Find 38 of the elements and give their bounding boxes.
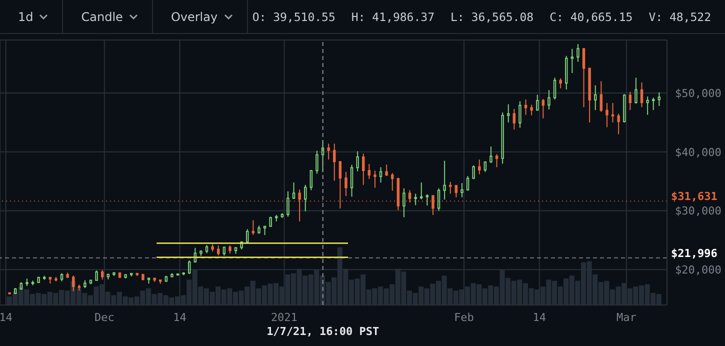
text: Overlay [170, 10, 218, 24]
candlestick [374, 170, 376, 188]
candlestick [606, 102, 608, 128]
candlestick [594, 84, 597, 111]
ref-line-label: $31,631 [671, 190, 718, 204]
ref-line-label: 1/7/21, 16:00 PST [266, 325, 380, 338]
text: Candle [81, 10, 123, 24]
x-tick-label: Mar [616, 310, 637, 324]
y-tick-label: $30,000 [675, 204, 722, 218]
y-tick-label: $40,000 [675, 146, 722, 159]
candlestick [570, 48, 574, 74]
candlestick [507, 104, 510, 123]
candlestick [443, 160, 446, 200]
candlestick [333, 143, 336, 182]
candlestick [548, 90, 550, 110]
candlestick [344, 171, 348, 197]
x-tick-label: 14 [532, 310, 546, 324]
ref-line-label: $21,996 [671, 246, 718, 260]
x-tick-label: 2021 [270, 310, 298, 324]
text: O: 39,510.55 [252, 10, 336, 24]
candlestick [646, 96, 649, 116]
y-tick-label: $50,000 [675, 86, 722, 100]
text: 1d [18, 10, 34, 24]
candlestick [478, 159, 481, 175]
candlestick [524, 98, 528, 116]
candlestick [327, 143, 330, 160]
x-tick-label: 14 [173, 310, 187, 324]
candlestick [362, 153, 365, 186]
x-tick-label: Dec [94, 310, 114, 324]
x-tick-label: Feb [454, 310, 474, 324]
candlestick [611, 102, 614, 123]
y-tick-label: $20,000 [675, 264, 722, 277]
text: C: 40,665.15 [550, 10, 633, 24]
text: H: 41,986.37 [351, 10, 434, 24]
candlestick [356, 150, 359, 172]
text: V: 48,522 [648, 10, 711, 24]
text: L: 36,565.08 [450, 10, 534, 24]
x-tick-label: 14 [0, 310, 13, 324]
